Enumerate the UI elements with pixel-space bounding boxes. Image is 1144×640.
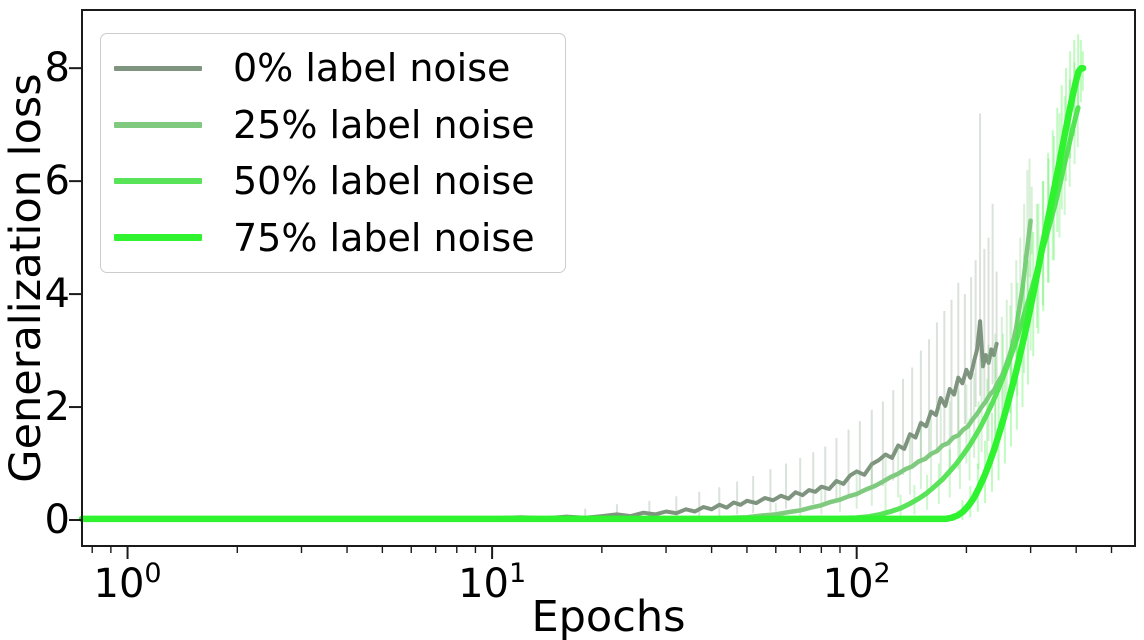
x-tick-label: 102 (822, 558, 891, 607)
legend-entry-25pct: 25% label noise (114, 97, 565, 153)
series-0-label-noise (80, 113, 999, 521)
y-tick-label: 2 (44, 384, 70, 431)
legend-label: 0% label noise (233, 46, 511, 91)
legend-entry-50pct: 50% label noise (114, 153, 565, 209)
y-tick-label: 4 (44, 271, 70, 318)
legend-label: 75% label noise (233, 215, 535, 260)
y-tick-label: 0 (44, 497, 70, 544)
x-axis-ticks (91, 546, 1113, 559)
legend-line-sample (114, 122, 202, 128)
y-axis-ticks (69, 67, 82, 522)
x-tick-label: 101 (458, 558, 527, 607)
legend-line-sample (114, 65, 202, 71)
x-axis-title: Epochs (531, 592, 686, 640)
legend-line-sample (114, 178, 202, 185)
legend-entry-0pct: 0% label noise (114, 40, 565, 96)
series-line (78, 64, 1087, 523)
legend-label: 50% label noise (233, 159, 535, 204)
legend-line-sample (114, 234, 202, 242)
legend-entry-75pct: 75% label noise (114, 210, 565, 266)
y-tick-label: 6 (44, 158, 70, 205)
series-75-label-noise (78, 34, 1087, 523)
y-tick-label: 8 (44, 45, 70, 92)
legend: 0% label noise 25% label noise 50% label… (100, 33, 566, 273)
axes-spines (81, 9, 1136, 547)
x-tick-label: 100 (93, 558, 162, 607)
legend-label: 25% label noise (233, 102, 535, 147)
